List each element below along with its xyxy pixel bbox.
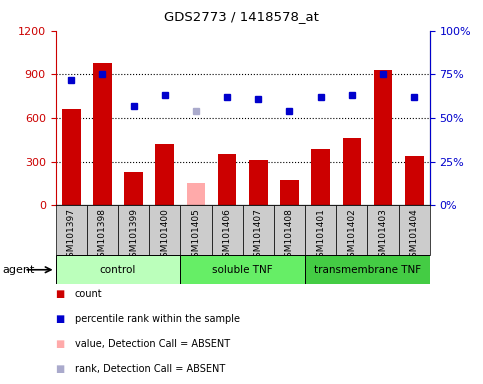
Text: soluble TNF: soluble TNF	[213, 265, 273, 275]
Bar	[56, 205, 87, 255]
Text: GSM101404: GSM101404	[410, 208, 419, 263]
Bar	[342, 139, 361, 205]
Text: value, Detection Call = ABSENT: value, Detection Call = ABSENT	[75, 339, 230, 349]
Bar	[118, 205, 149, 255]
Bar	[62, 109, 81, 205]
Bar	[336, 205, 368, 255]
Text: transmembrane TNF: transmembrane TNF	[314, 265, 421, 275]
Bar	[305, 205, 336, 255]
Text: percentile rank within the sample: percentile rank within the sample	[75, 314, 240, 324]
Text: GSM101402: GSM101402	[347, 208, 356, 263]
Bar	[368, 205, 398, 255]
Text: rank, Detection Call = ABSENT: rank, Detection Call = ABSENT	[75, 364, 225, 374]
Bar	[280, 180, 299, 205]
Bar	[156, 144, 174, 205]
Text: GSM101405: GSM101405	[191, 208, 200, 263]
Text: GSM101398: GSM101398	[98, 208, 107, 263]
Bar	[180, 205, 212, 255]
Text: GSM101407: GSM101407	[254, 208, 263, 263]
Text: ■: ■	[56, 364, 65, 374]
Text: ■: ■	[56, 339, 65, 349]
Text: GSM101400: GSM101400	[160, 208, 169, 263]
Text: GSM101401: GSM101401	[316, 208, 325, 263]
Text: agent: agent	[2, 265, 35, 275]
Bar	[374, 70, 392, 205]
Bar	[405, 156, 424, 205]
Bar	[242, 205, 274, 255]
Bar	[218, 154, 237, 205]
Text: GSM101397: GSM101397	[67, 208, 76, 263]
Text: GDS2773 / 1418578_at: GDS2773 / 1418578_at	[164, 10, 319, 23]
Bar	[274, 205, 305, 255]
Bar	[398, 205, 430, 255]
Bar	[180, 255, 305, 284]
Bar	[56, 255, 180, 284]
Bar	[305, 255, 430, 284]
Text: GSM101403: GSM101403	[379, 208, 387, 263]
Text: GSM101399: GSM101399	[129, 208, 138, 263]
Text: ■: ■	[56, 289, 65, 299]
Bar	[212, 205, 242, 255]
Bar	[249, 160, 268, 205]
Bar	[124, 172, 143, 205]
Text: ■: ■	[56, 314, 65, 324]
Text: count: count	[75, 289, 102, 299]
Bar	[149, 205, 180, 255]
Bar	[87, 205, 118, 255]
Bar	[186, 183, 205, 205]
Text: GSM101408: GSM101408	[285, 208, 294, 263]
Text: control: control	[100, 265, 136, 275]
Bar	[93, 63, 112, 205]
Bar	[312, 149, 330, 205]
Text: GSM101406: GSM101406	[223, 208, 232, 263]
